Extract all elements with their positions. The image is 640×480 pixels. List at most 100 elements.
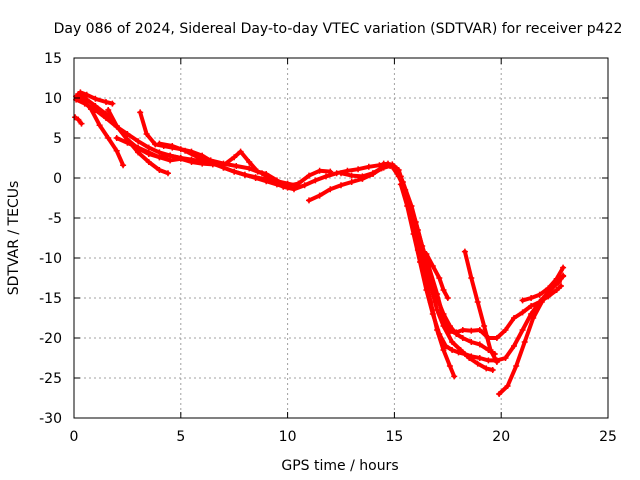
y-tick-label: 15	[44, 51, 62, 67]
data-point	[389, 163, 396, 170]
chart-title: Day 086 of 2024, Sidereal Day-to-day VTE…	[54, 21, 623, 37]
data-point	[442, 343, 449, 349]
data-point	[474, 360, 481, 367]
data-point	[348, 179, 355, 185]
y-tick-label: 5	[53, 131, 62, 147]
satellite-track-14	[397, 181, 567, 364]
data-point	[182, 147, 189, 154]
data-point	[440, 323, 447, 329]
data-point	[519, 327, 526, 333]
x-tick-label: 10	[279, 429, 297, 445]
data-point	[188, 159, 195, 165]
data-point	[453, 331, 460, 337]
x-tick-label: 5	[176, 429, 185, 445]
y-tick-label: -25	[39, 371, 62, 387]
data-point	[519, 309, 526, 316]
data-point	[410, 231, 417, 237]
data-point	[327, 186, 334, 193]
data-point	[246, 165, 253, 172]
x-tick-label: 15	[385, 429, 403, 445]
data-point	[233, 163, 240, 169]
data-point	[241, 171, 248, 178]
data-point	[468, 353, 475, 360]
data-point	[449, 347, 456, 353]
data-point	[365, 163, 372, 170]
data-point	[177, 155, 184, 162]
data-point	[359, 175, 366, 182]
data-point	[553, 275, 560, 282]
data-point	[96, 122, 103, 129]
data-point	[81, 100, 88, 107]
data-point	[444, 295, 451, 301]
data-point	[446, 363, 453, 369]
data-point	[143, 131, 150, 137]
y-tick-label: -20	[39, 331, 62, 347]
series-line	[138, 110, 301, 188]
data-point	[434, 307, 441, 313]
data-point	[414, 247, 421, 253]
data-point	[77, 89, 84, 96]
data-point	[103, 99, 109, 105]
data-point	[152, 141, 159, 148]
data-point	[338, 170, 344, 177]
data-point	[521, 339, 528, 345]
data-point	[468, 327, 475, 334]
data-point	[165, 170, 171, 177]
data-point	[536, 291, 543, 298]
data-point	[504, 383, 511, 389]
data-point	[446, 323, 453, 329]
data-point	[397, 181, 404, 188]
data-point	[538, 299, 545, 305]
data-point	[423, 251, 430, 257]
data-point	[436, 331, 443, 337]
data-point	[502, 327, 509, 333]
data-point	[105, 107, 112, 113]
data-point	[135, 138, 142, 145]
data-point	[511, 315, 517, 321]
data-point	[124, 139, 131, 146]
data-point	[483, 365, 490, 372]
series-line	[114, 136, 333, 188]
data-point	[485, 357, 492, 364]
data-point	[109, 100, 116, 107]
data-point	[220, 160, 227, 167]
data-point	[451, 373, 458, 380]
data-point	[496, 391, 503, 397]
data-point	[545, 285, 552, 292]
data-point	[436, 275, 443, 281]
data-point	[113, 123, 120, 129]
data-point	[306, 172, 312, 179]
satellite-track-19	[519, 264, 567, 304]
data-point	[461, 351, 468, 357]
data-point	[528, 295, 535, 301]
data-point	[502, 355, 509, 361]
data-point	[423, 271, 430, 277]
data-point	[476, 355, 483, 361]
y-axis-label: SDTVAR / TECUs	[6, 181, 22, 296]
data-point	[404, 203, 411, 209]
grid	[74, 58, 608, 418]
data-point	[489, 367, 496, 373]
data-point	[145, 159, 152, 165]
data-point	[316, 167, 323, 174]
data-point	[78, 120, 85, 127]
data-point	[476, 341, 483, 348]
x-tick-labels: 0 5 10 15 20 25	[70, 429, 617, 445]
x-tick-label: 25	[599, 429, 617, 445]
data-point	[440, 287, 447, 293]
y-tick-label: -30	[39, 411, 62, 427]
data-point	[560, 272, 567, 279]
data-point	[231, 168, 238, 175]
y-tick-label: -15	[39, 291, 62, 307]
data-point	[459, 335, 466, 341]
data-point	[555, 279, 562, 285]
data-point	[461, 248, 468, 255]
data-point	[455, 349, 462, 356]
data-point	[493, 335, 500, 341]
data-point	[459, 327, 466, 333]
data-point	[135, 144, 142, 151]
satellite-track-16	[414, 247, 434, 285]
data-point	[280, 183, 287, 190]
data-point	[72, 114, 79, 121]
